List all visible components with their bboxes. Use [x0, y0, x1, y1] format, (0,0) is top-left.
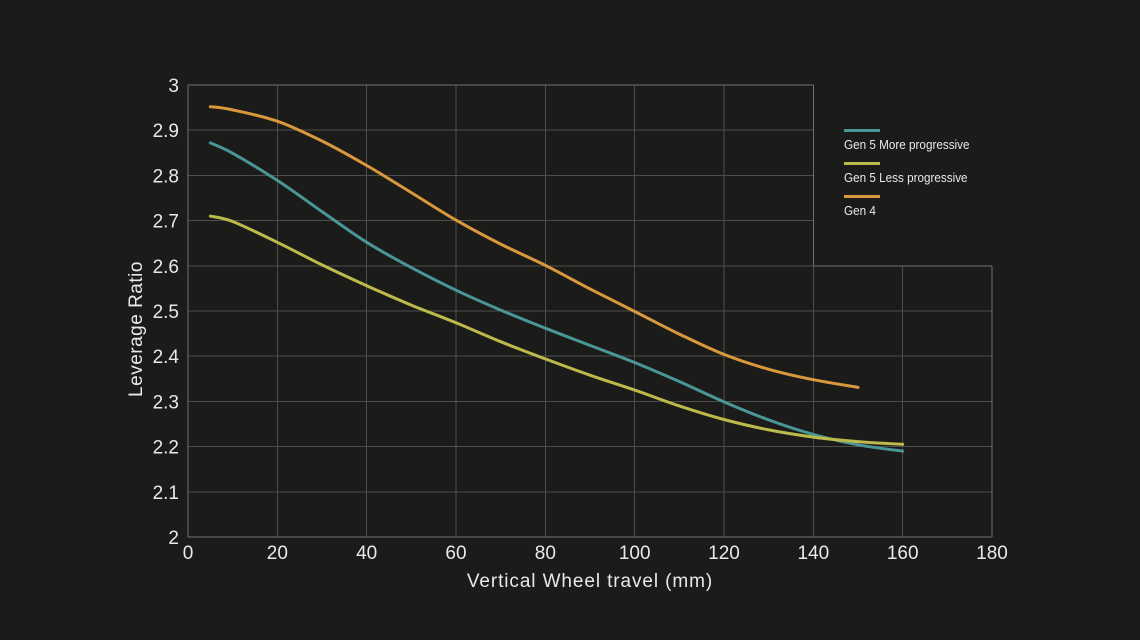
legend-label: Gen 5 More progressive: [844, 137, 970, 152]
y-tick-label: 2.5: [153, 302, 179, 323]
legend-label: Gen 5 Less progressive: [844, 170, 968, 185]
curve-gen-4: [208, 105, 860, 389]
legend-swatch-gen-5-less-progressive: [844, 162, 880, 165]
x-axis-title: Vertical Wheel travel (mm): [466, 571, 714, 592]
x-tick-label: 60: [445, 543, 466, 564]
y-tick-label: 3: [168, 76, 179, 97]
y-tick-label: 2.6: [153, 257, 179, 278]
curve-gen-5-more-progressive: [208, 141, 905, 453]
y-tick-label: 2.1: [153, 483, 179, 504]
y-tick-label: 2.4: [153, 347, 180, 368]
x-tick-label: 180: [976, 543, 1008, 564]
legend-label: Gen 4: [844, 203, 876, 218]
x-tick-label: 100: [619, 543, 651, 564]
x-tick-label: 160: [887, 543, 919, 564]
x-tick-label: 20: [267, 543, 288, 564]
legend-swatch-gen-4: [844, 195, 880, 198]
x-tick-label: 120: [708, 543, 740, 564]
x-tick-label: 80: [535, 543, 556, 564]
x-tick-label: 140: [797, 543, 829, 564]
x-tick-label: 0: [183, 543, 194, 564]
x-tick-label: 40: [356, 543, 377, 564]
y-tick-label: 2: [168, 528, 179, 549]
legend-item-gen-4: Gen 4: [844, 195, 983, 220]
y-tick-label: 2.9: [153, 121, 179, 142]
legend: Gen 5 More progressive Gen 5 Less progres…: [844, 129, 983, 228]
y-tick-label: 2.3: [153, 392, 179, 413]
y-tick-label: 2.8: [153, 166, 179, 187]
legend-item-gen-5-more-progressive: Gen 5 More progressive: [844, 129, 983, 154]
y-tick-label: 2.2: [153, 438, 179, 459]
y-tick-label: 2.7: [153, 212, 179, 233]
legend-item-gen-5-less-progressive: Gen 5 Less progressive: [844, 162, 983, 187]
curve-gen-5-less-progressive: [208, 214, 905, 446]
legend-swatch-gen-5-more-progressive: [844, 129, 880, 132]
y-axis-title: Leverage Ratio: [126, 261, 147, 397]
